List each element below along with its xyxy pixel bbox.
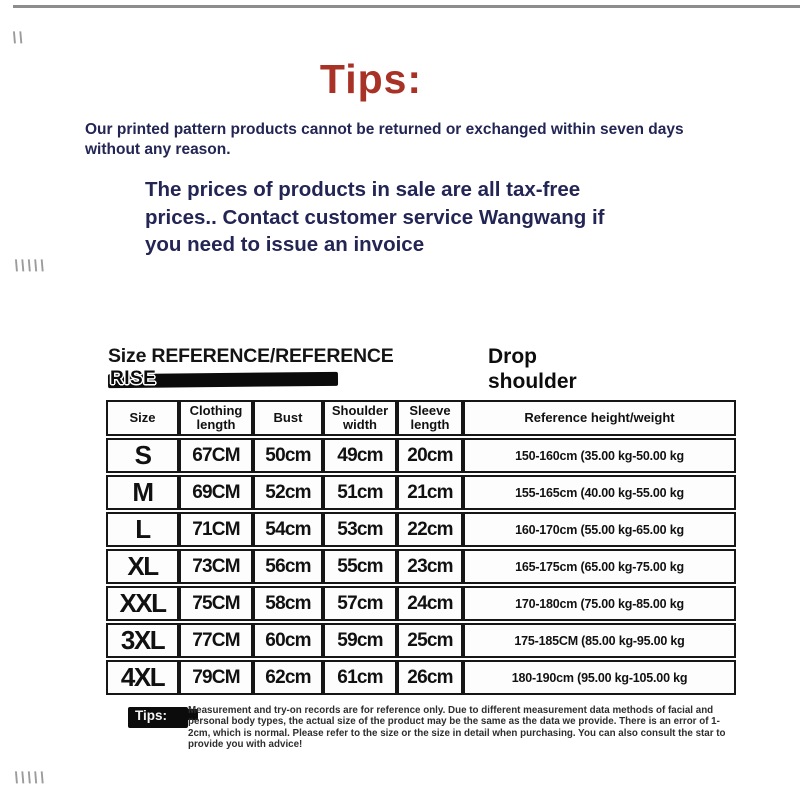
measurement-cell: 52cm: [253, 475, 323, 510]
measurement-cell: 71CM: [179, 512, 253, 547]
reference-cell: 150-160cm (35.00 kg-50.00 kg: [463, 438, 736, 473]
measurement-cell: 20cm: [397, 438, 463, 473]
tax-free-notice-text: The prices of products in sale are all t…: [145, 178, 605, 256]
measurement-cell: 22cm: [397, 512, 463, 547]
measurement-cell: 53cm: [323, 512, 397, 547]
size-table-header-row: Size Clothing length Bust Shoulder width Sle…: [106, 400, 736, 436]
measurement-cell: 58cm: [253, 586, 323, 621]
reference-cell: 180-190cm (95.00 kg-105.00 kg: [463, 660, 736, 695]
decorative-slashes-middle: \\\\\: [13, 258, 48, 275]
measurement-cell: 60cm: [253, 623, 323, 658]
measurement-cell: 23cm: [397, 549, 463, 584]
measurement-cell: 21cm: [397, 475, 463, 510]
measurement-cell: 49cm: [323, 438, 397, 473]
measurement-cell: 79CM: [179, 660, 253, 695]
size-table-row-l: L 71CM 54cm 53cm 22cm 160-170cm (55.00 kg-65.…: [106, 512, 736, 547]
measurement-cell: 73CM: [179, 549, 253, 584]
footer-tips-label: Tips:: [128, 707, 188, 728]
return-policy-text: Our printed pattern products cannot be r…: [85, 121, 684, 158]
measurement-cell: 57cm: [323, 586, 397, 621]
measurement-cell: 24cm: [397, 586, 463, 621]
col-header-sleeve-length: Sleeve length: [397, 400, 463, 436]
measurement-cell: 75CM: [179, 586, 253, 621]
measurement-cell: 67CM: [179, 438, 253, 473]
drop-shoulder-label: Drop shoulder: [488, 345, 577, 393]
tips-heading: Tips:: [319, 56, 423, 102]
size-reference-title: Size REFERENCE/REFERENCE: [108, 345, 394, 367]
decorative-slashes-top: \\: [11, 30, 26, 47]
measurement-cell: 26cm: [397, 660, 463, 695]
size-table-row-4xl: 4XL 79CM 62cm 61cm 26cm 180-190cm (95.00 kg-1…: [106, 660, 736, 695]
size-table: Size Clothing length Bust Shoulder width Sle…: [106, 398, 736, 697]
footer-disclaimer-text: Measurement and try-on records are for r…: [188, 705, 726, 751]
measurement-cell: 62cm: [253, 660, 323, 695]
measurement-cell: 51cm: [323, 475, 397, 510]
size-table-row-m: M 69CM 52cm 51cm 21cm 155-165cm (40.00 kg-55.…: [106, 475, 736, 510]
size-table-row-s: S 67CM 50cm 49cm 20cm 150-160cm (35.00 kg-50.…: [106, 438, 736, 473]
measurement-cell: 55cm: [323, 549, 397, 584]
size-table-body: S 67CM 50cm 49cm 20cm 150-160cm (35.00 kg-50.…: [106, 438, 736, 695]
measurement-cell: 61cm: [323, 660, 397, 695]
size-cell: 3XL: [106, 623, 179, 658]
col-header-clothing-length: Clothing length: [179, 400, 253, 436]
reference-cell: 170-180cm (75.00 kg-85.00 kg: [463, 586, 736, 621]
col-header-size: Size: [106, 400, 179, 436]
measurement-cell: 77CM: [179, 623, 253, 658]
size-cell: S: [106, 438, 179, 473]
size-cell: XXL: [106, 586, 179, 621]
size-cell: XL: [106, 549, 179, 584]
measurement-cell: 25cm: [397, 623, 463, 658]
size-reference-title-line2: RISE: [110, 368, 157, 389]
size-table-row-3xl: 3XL 77CM 60cm 59cm 25cm 175-185CM (85.00 kg-9…: [106, 623, 736, 658]
size-cell: L: [106, 512, 179, 547]
measurement-cell: 59cm: [323, 623, 397, 658]
footer-tips-label-tail: [187, 709, 198, 720]
measurement-cell: 69CM: [179, 475, 253, 510]
size-cell: 4XL: [106, 660, 179, 695]
measurement-cell: 54cm: [253, 512, 323, 547]
reference-cell: 165-175cm (65.00 kg-75.00 kg: [463, 549, 736, 584]
col-header-shoulder-width: Shoulder width: [323, 400, 397, 436]
reference-cell: 155-165cm (40.00 kg-55.00 kg: [463, 475, 736, 510]
measurement-cell: 56cm: [253, 549, 323, 584]
reference-cell: 160-170cm (55.00 kg-65.00 kg: [463, 512, 736, 547]
measurement-cell: 50cm: [253, 438, 323, 473]
size-table-head: Size Clothing length Bust Shoulder width Sle…: [106, 400, 736, 436]
top-divider-line: [13, 5, 800, 8]
col-header-bust: Bust: [253, 400, 323, 436]
col-header-reference-height-weight: Reference height/weight: [463, 400, 736, 436]
size-table-row-xxl: XXL 75CM 58cm 57cm 24cm 170-180cm (75.00 kg-8…: [106, 586, 736, 621]
decorative-slashes-bottom: \\\\\: [13, 770, 48, 785]
size-cell: M: [106, 475, 179, 510]
reference-cell: 175-185CM (85.00 kg-95.00 kg: [463, 623, 736, 658]
size-table-row-xl: XL 73CM 56cm 55cm 23cm 165-175cm (65.00 kg-75…: [106, 549, 736, 584]
